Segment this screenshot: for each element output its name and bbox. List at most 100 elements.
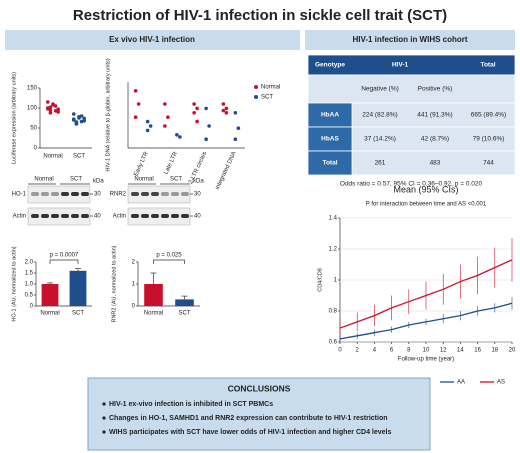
table-cell-text: 441 (91.3%) (417, 112, 452, 119)
bullet (102, 416, 106, 420)
table-cell-text: 483 (430, 160, 441, 167)
band (171, 192, 179, 196)
x-tick-label: 20 (509, 348, 516, 354)
table-cell-text: Total (322, 160, 337, 167)
point (192, 102, 196, 106)
marker-label: 40 (94, 214, 101, 220)
y-axis-label: HO-1 (AU, normalized to actin) (11, 246, 17, 321)
band (161, 214, 169, 218)
legend-label: AA (457, 380, 465, 386)
band (51, 192, 59, 196)
table-cell-text: HbAS (321, 136, 339, 143)
lane-label: SCT (170, 177, 182, 183)
bullet (102, 402, 106, 406)
band (131, 192, 139, 196)
row-label: HO-1 (12, 192, 27, 198)
right-heading-band (305, 30, 515, 50)
point (133, 89, 138, 93)
point (224, 111, 229, 115)
x-tick-label: Normal (144, 311, 163, 317)
y-tick-label: 1.5 (25, 271, 34, 277)
bar (41, 284, 59, 306)
y-axis-label: Luciferase expression (arbitrary units) (11, 72, 17, 164)
legend-marker (254, 95, 258, 99)
y-axis-label: RNR2 (AU, normalized to actin) (111, 245, 117, 322)
blot-panel (127, 185, 191, 204)
point (163, 102, 167, 106)
y-axis-label: CD4/CD8 (317, 268, 323, 292)
blot-panel (27, 207, 91, 226)
table-cell-text: 42 (8.7%) (421, 136, 449, 143)
y-tick-label: 1 (334, 278, 338, 284)
chart-title: Mean (95% CIs) (393, 184, 458, 194)
band (181, 192, 189, 196)
right-heading: HIV-1 infection in WIHS cohort (352, 35, 467, 44)
band (81, 192, 89, 196)
y-tick-label: 100 (27, 106, 38, 112)
table-cell-text: 744 (483, 160, 494, 167)
band (41, 214, 49, 218)
point (166, 115, 170, 119)
band (151, 192, 159, 196)
point (77, 115, 81, 119)
y-tick-label: 1.0 (25, 282, 34, 288)
point (46, 107, 50, 111)
table-cell (351, 150, 516, 176)
lane-label: SCT (70, 177, 82, 183)
conclusion-item: HIV-1 ex-vivo infection is inhibited in … (109, 401, 273, 408)
x-tick-label: 16 (474, 348, 481, 354)
point (224, 106, 229, 111)
table-cell (351, 102, 516, 128)
legend-label: SCT (261, 95, 273, 101)
point (145, 128, 150, 133)
band (61, 214, 69, 218)
band (161, 192, 169, 196)
x-tick-label: 18 (491, 348, 498, 354)
lane-label: Normal (134, 177, 153, 183)
band (71, 214, 79, 218)
x-tick-label: 4 (373, 348, 377, 354)
table-header: Total (480, 62, 495, 69)
x-tick-label: 8 (407, 348, 411, 354)
bar (175, 299, 194, 306)
table-cell-text: 261 (375, 160, 386, 167)
point (233, 137, 238, 141)
point (204, 137, 208, 141)
point (72, 117, 76, 121)
point (48, 111, 53, 115)
y-tick-label: 0.5 (25, 293, 34, 299)
blot-panel (127, 207, 191, 226)
conclusion-item: WIHS participates with SCT have lower od… (109, 429, 391, 436)
point (145, 119, 150, 124)
conclusions-box (87, 377, 431, 451)
point (207, 124, 211, 128)
table-subheader: Negative (%) (361, 86, 399, 93)
series-line (339, 259, 513, 329)
unit-label: kDa (93, 179, 104, 185)
table-header: Genotype (315, 62, 345, 69)
x-tick-label: 6 (390, 348, 394, 354)
table-note: Odds ratio = 0.57, 95% CI = 0.36–0.92, p… (340, 181, 483, 188)
band (151, 214, 159, 218)
p-value: p = 0.0007 (50, 253, 79, 259)
lane-label: Normal (34, 177, 53, 183)
point (56, 107, 60, 111)
x-tick-label: SCT (73, 154, 85, 160)
x-tick-label: Normal (40, 311, 59, 317)
table-row (307, 74, 516, 104)
table-cell-text: 79 (10.6%) (473, 136, 505, 143)
y-tick-label: 0.6 (329, 340, 338, 346)
y-tick-label: 1.4 (329, 216, 338, 222)
marker-label: 30 (194, 192, 201, 198)
bar (144, 284, 163, 306)
significance-bracket (153, 259, 185, 264)
band (51, 214, 59, 218)
band (171, 214, 179, 218)
band (71, 192, 79, 196)
table-cell-text: 665 (89.4%) (471, 112, 506, 119)
band (141, 192, 149, 196)
table-cell-text: 37 (14.2%) (364, 136, 396, 143)
y-tick-label: 1.2 (329, 247, 338, 253)
conclusions-title: CONCLUSIONS (228, 383, 291, 393)
point (192, 111, 196, 115)
